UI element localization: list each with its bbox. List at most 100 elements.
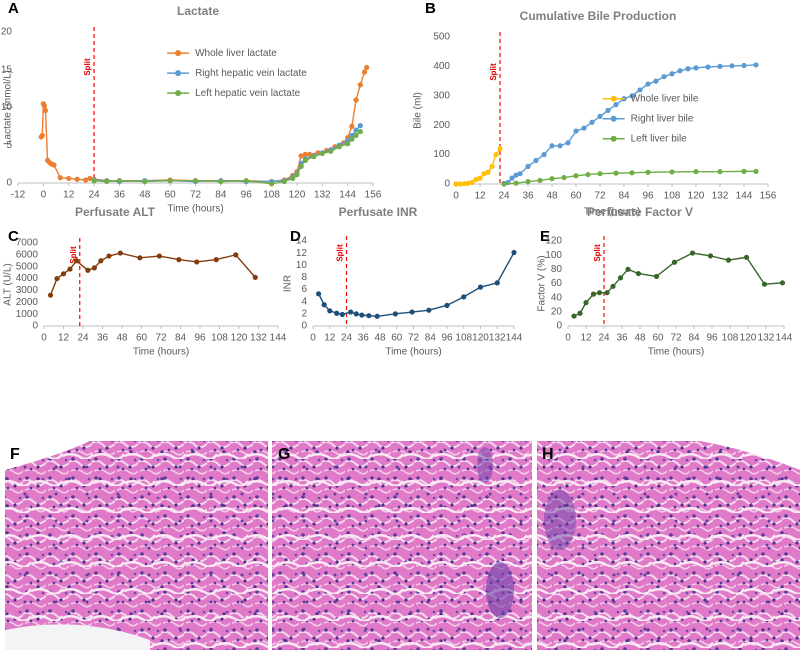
- y-tick-label: 300: [433, 90, 450, 101]
- y-tick-label: 60: [551, 278, 563, 289]
- histology-g: [272, 441, 532, 650]
- data-point: [511, 249, 517, 256]
- data-point: [357, 129, 363, 135]
- data-point: [597, 113, 603, 119]
- legend-marker: [175, 70, 182, 77]
- data-point: [87, 175, 93, 182]
- x-tick-label: 0: [565, 333, 571, 344]
- chart-title: Perfusate ALT: [75, 205, 156, 219]
- y-tick-label: 0: [556, 321, 562, 332]
- data-point: [353, 311, 359, 317]
- chart-title: Perfusate INR: [339, 205, 418, 219]
- x-tick-label: 24: [89, 190, 101, 201]
- data-point: [589, 119, 595, 125]
- y-tick-label: 200: [433, 120, 450, 131]
- data-point: [617, 275, 624, 281]
- data-point: [717, 63, 723, 69]
- data-point: [116, 178, 123, 184]
- x-tick-label: 84: [618, 191, 630, 202]
- data-point: [605, 107, 611, 114]
- data-point: [361, 69, 368, 75]
- x-tick-label: 0: [41, 333, 47, 344]
- data-point: [717, 169, 723, 175]
- data-point: [577, 310, 583, 316]
- data-point: [47, 292, 54, 298]
- y-tick-label: 0: [444, 179, 450, 190]
- x-tick-label: 120: [688, 191, 705, 202]
- x-tick-label: 156: [760, 191, 777, 202]
- data-point: [625, 266, 631, 272]
- data-point: [302, 157, 308, 163]
- data-point: [571, 313, 577, 319]
- data-point: [693, 65, 699, 71]
- data-point: [336, 144, 342, 150]
- y-tick-label: 7000: [16, 238, 39, 249]
- y-tick-label: 4000: [16, 273, 39, 284]
- x-tick-label: 96: [441, 333, 453, 344]
- x-tick-label: 96: [241, 190, 253, 201]
- data-point: [693, 169, 699, 175]
- x-tick-label: 12: [58, 333, 70, 344]
- data-point: [596, 290, 603, 296]
- data-point: [243, 178, 249, 184]
- x-tick-label: 132: [758, 333, 775, 344]
- x-tick-label: 120: [289, 190, 306, 201]
- data-point: [533, 157, 539, 164]
- data-point: [525, 179, 531, 185]
- panel-label: F: [10, 446, 20, 463]
- x-tick-label: 84: [175, 333, 187, 344]
- data-point: [629, 93, 635, 99]
- x-tick-label: 84: [215, 190, 227, 201]
- data-point: [60, 271, 67, 277]
- data-point: [366, 313, 372, 319]
- x-tick-label: 24: [341, 333, 353, 344]
- data-point: [669, 71, 675, 77]
- y-tick-label: 0: [301, 321, 307, 332]
- data-point: [707, 253, 714, 259]
- data-point: [91, 178, 97, 184]
- panel-label: B: [425, 0, 436, 17]
- legend-label: Left hepatic vein lactate: [195, 88, 301, 99]
- y-tick-label: 0: [6, 178, 12, 189]
- x-tick-label: 120: [472, 333, 489, 344]
- x-tick-label: 72: [155, 333, 167, 344]
- y-tick-label: 80: [551, 264, 563, 275]
- histology-h: [537, 441, 800, 650]
- data-point: [677, 68, 683, 74]
- data-point: [573, 173, 579, 179]
- data-point: [753, 168, 759, 174]
- data-point: [345, 141, 351, 147]
- y-tick-label: 500: [433, 32, 450, 43]
- x-tick-label: 72: [190, 190, 202, 201]
- y-tick-label: 14: [296, 236, 308, 247]
- data-point: [725, 257, 732, 263]
- data-point: [83, 177, 89, 183]
- panel-label: E: [540, 228, 550, 245]
- data-point: [585, 171, 591, 178]
- data-point: [426, 307, 432, 313]
- x-tick-label: 24: [598, 333, 610, 344]
- legend-marker: [610, 115, 617, 122]
- y-tick-label: 15: [1, 64, 13, 75]
- data-point: [349, 123, 355, 129]
- data-point: [298, 163, 304, 169]
- data-point: [42, 107, 49, 114]
- x-tick-label: 0: [310, 333, 316, 344]
- x-tick-label: 108: [211, 333, 228, 344]
- data-point: [517, 171, 523, 177]
- data-point: [319, 150, 325, 157]
- legend-label: Right hepatic vein lactate: [195, 68, 307, 79]
- data-point: [91, 265, 97, 271]
- data-point: [359, 312, 365, 318]
- data-point: [561, 174, 567, 181]
- y-axis-label: Bile (ml): [413, 92, 424, 129]
- x-tick-label: 36: [358, 333, 370, 344]
- x-tick-label: 48: [139, 190, 151, 201]
- data-point: [54, 275, 60, 282]
- data-point: [485, 169, 491, 175]
- x-tick-label: 120: [231, 333, 248, 344]
- data-point: [353, 97, 359, 103]
- y-tick-label: 5: [6, 140, 12, 151]
- y-tick-label: 6000: [16, 249, 39, 260]
- x-tick-label: 48: [374, 333, 386, 344]
